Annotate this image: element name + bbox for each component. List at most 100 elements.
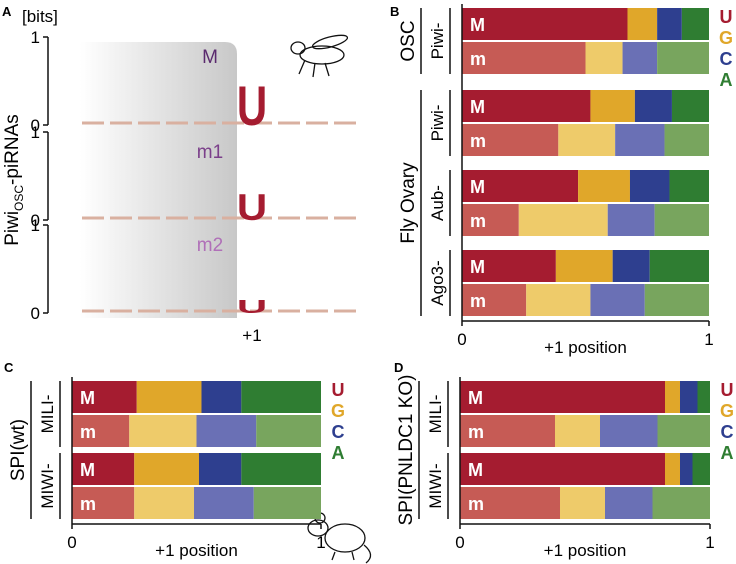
- bar-segment: [605, 487, 653, 519]
- y-tick-label: 0: [31, 304, 40, 323]
- bar-segment: [526, 284, 591, 316]
- bar-segment: [241, 453, 321, 485]
- y-axis-label: PiwiOSC-piRNAs: [2, 114, 26, 246]
- legend-entry: U: [720, 7, 733, 27]
- bar-segment: [460, 381, 665, 413]
- protein-label: Piwi-: [428, 23, 447, 60]
- y-tick-label: 0: [31, 116, 40, 135]
- panel-letter: C: [4, 360, 14, 375]
- bar-segment: [253, 487, 321, 519]
- row-label: M: [202, 47, 218, 68]
- bar-segment: [72, 415, 130, 447]
- protein-label: Piwi-: [428, 105, 447, 142]
- bar-segment: [622, 42, 658, 74]
- bar-segment: [555, 250, 613, 282]
- bar-segment: [654, 204, 709, 236]
- shaded-region: [80, 42, 237, 318]
- group-label: SPI(wt): [8, 419, 29, 481]
- bar-segment: [657, 8, 682, 40]
- logo-letter: U: [237, 296, 267, 316]
- bar-segment: [629, 170, 670, 202]
- bar-label: M: [468, 460, 483, 480]
- bar-segment: [462, 42, 586, 74]
- bar-segment: [627, 8, 658, 40]
- unit-label: [bits]: [22, 7, 58, 26]
- legend-entry: G: [719, 28, 733, 48]
- x-axis-label: +1 position: [544, 338, 627, 357]
- bar-segment: [657, 42, 709, 74]
- bar-segment: [460, 415, 555, 447]
- bar-segment: [462, 124, 559, 156]
- bar-label: m: [470, 291, 486, 311]
- protein-label: MIWI-: [426, 463, 445, 508]
- y-label-main: Piwi: [2, 211, 23, 246]
- legend-entry: U: [721, 380, 734, 400]
- bar-segment: [697, 381, 710, 413]
- bar-segment: [578, 170, 630, 202]
- bar-segment: [615, 124, 665, 156]
- bar-segment: [652, 487, 710, 519]
- bar-segment: [241, 381, 321, 413]
- logo-letter: U: [237, 77, 267, 138]
- x-tick-label: 1: [704, 330, 713, 349]
- legend-entry: A: [332, 443, 345, 463]
- bar-segment: [460, 487, 560, 519]
- bar-segment: [462, 250, 556, 282]
- panel-letter: A: [2, 4, 12, 19]
- bar-segment: [644, 284, 709, 316]
- bar-label: m: [468, 422, 484, 442]
- bar-segment: [612, 250, 650, 282]
- legend-entry: C: [721, 422, 734, 442]
- bar-segment: [634, 90, 672, 122]
- bar-segment: [256, 415, 321, 447]
- x-tick-label: 1: [316, 533, 325, 552]
- bar-label: M: [80, 388, 95, 408]
- bar-segment: [518, 204, 608, 236]
- x-axis-label: +1 position: [155, 541, 238, 560]
- bar-segment: [460, 453, 665, 485]
- y-tick-label: 0: [31, 211, 40, 230]
- group-label: Fly Ovary: [398, 162, 419, 244]
- mouse-icon: [307, 512, 372, 564]
- protein-label: Aub-: [428, 185, 447, 221]
- bar-segment: [671, 90, 709, 122]
- protein-label: MILI-: [38, 395, 57, 434]
- bar-segment: [198, 453, 242, 485]
- bar-segment: [657, 415, 710, 447]
- bar-segment: [72, 381, 137, 413]
- bar-segment: [462, 204, 519, 236]
- bar-segment: [560, 487, 605, 519]
- group-label: SPI(PNLDC1 KO): [396, 375, 417, 526]
- bar-label: M: [470, 15, 485, 35]
- group-label: OSC: [398, 20, 419, 61]
- bar-segment: [649, 250, 709, 282]
- bar-segment: [72, 453, 135, 485]
- legend-entry: C: [720, 49, 733, 69]
- bar-segment: [129, 415, 197, 447]
- y-label-sub: OSC: [12, 185, 26, 211]
- bar-segment: [196, 415, 257, 447]
- bar-segment: [590, 284, 645, 316]
- logo-letter: U: [237, 187, 267, 228]
- x-tick-label: 0: [457, 330, 466, 349]
- y-tick-label: 1: [31, 123, 40, 142]
- bar-segment: [555, 415, 600, 447]
- bar-segment: [681, 8, 709, 40]
- legend-entry: G: [331, 401, 345, 421]
- bar-segment: [194, 487, 254, 519]
- bar-segment: [692, 453, 710, 485]
- x-axis-label: +1 position: [544, 541, 627, 560]
- bar-segment: [462, 170, 579, 202]
- x-axis-label: +1: [242, 326, 261, 345]
- bar-segment: [669, 170, 709, 202]
- bar-segment: [664, 124, 709, 156]
- x-tick-label: 0: [455, 533, 464, 552]
- panel-letter: D: [394, 360, 403, 375]
- bar-label: m: [470, 211, 486, 231]
- fly-icon: [290, 34, 349, 78]
- bar-segment: [585, 42, 623, 74]
- legend-entry: A: [721, 443, 734, 463]
- protein-label: Ago3-: [428, 260, 447, 305]
- bar-segment: [462, 284, 527, 316]
